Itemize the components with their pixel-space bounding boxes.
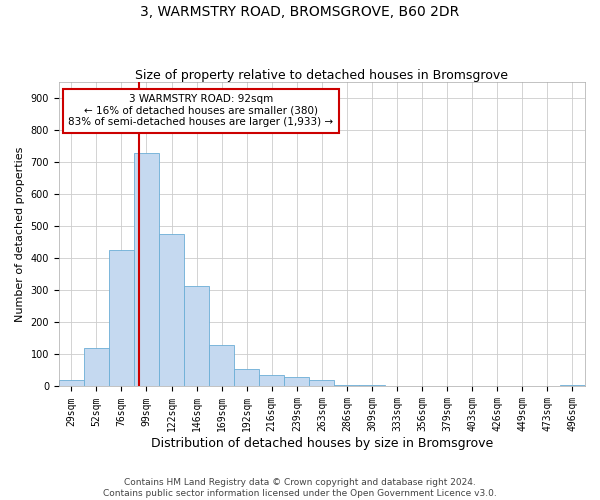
Text: 3 WARMSTRY ROAD: 92sqm
← 16% of detached houses are smaller (380)
83% of semi-de: 3 WARMSTRY ROAD: 92sqm ← 16% of detached… (68, 94, 334, 128)
Bar (184, 286, 209, 386)
Bar (234, 369, 259, 386)
Text: Contains HM Land Registry data © Crown copyright and database right 2024.
Contai: Contains HM Land Registry data © Crown c… (103, 478, 497, 498)
Y-axis label: Number of detached properties: Number of detached properties (15, 146, 25, 322)
Bar (209, 345, 234, 387)
Bar (59, 380, 84, 386)
Bar (134, 152, 159, 386)
Bar (334, 385, 359, 386)
Bar (284, 377, 310, 386)
Bar (84, 348, 109, 387)
Bar (109, 250, 134, 386)
Title: Size of property relative to detached houses in Bromsgrove: Size of property relative to detached ho… (136, 69, 508, 82)
Bar (259, 376, 284, 386)
X-axis label: Distribution of detached houses by size in Bromsgrove: Distribution of detached houses by size … (151, 437, 493, 450)
Bar (159, 234, 184, 386)
Text: 3, WARMSTRY ROAD, BROMSGROVE, B60 2DR: 3, WARMSTRY ROAD, BROMSGROVE, B60 2DR (140, 5, 460, 19)
Bar (560, 385, 585, 386)
Bar (310, 380, 334, 386)
Bar (359, 385, 385, 386)
